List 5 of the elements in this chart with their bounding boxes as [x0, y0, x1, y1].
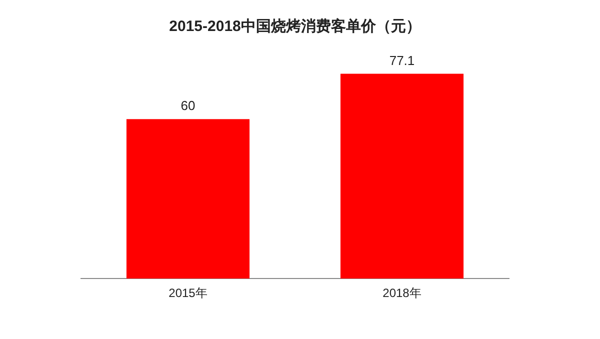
chart-title: 2015-2018中国烧烤消费客单价（元） — [169, 17, 421, 36]
data-label: 60 — [180, 98, 196, 114]
x-tick-label: 2018年 — [382, 286, 422, 300]
x-tick-label: 2015年 — [168, 286, 208, 300]
data-label: 77.1 — [389, 52, 415, 68]
